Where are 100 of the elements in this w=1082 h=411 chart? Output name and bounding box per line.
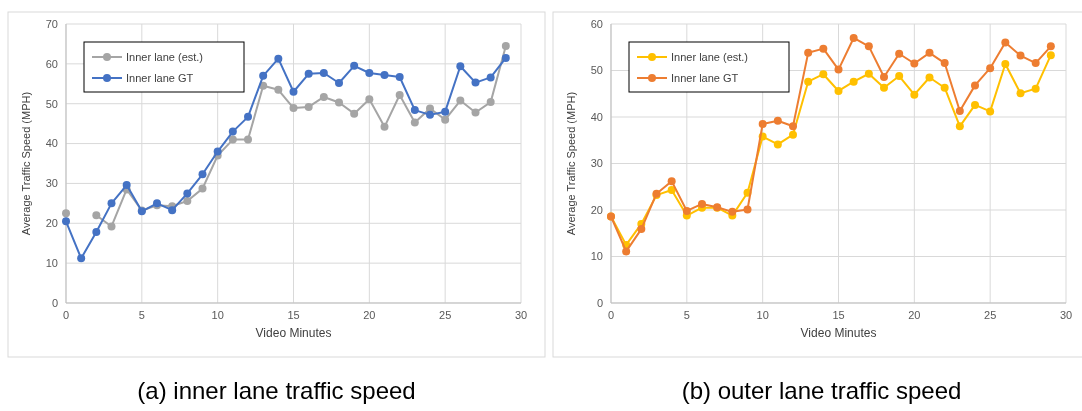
point <box>198 184 207 193</box>
x-tick-label: 5 <box>138 309 145 321</box>
point <box>789 122 797 131</box>
x-tick-label: 0 <box>607 309 615 321</box>
point <box>880 73 888 82</box>
legend-label: Inner lane (est.) <box>671 50 749 63</box>
point <box>1016 51 1025 60</box>
x-axis-title: Video Minutes <box>255 326 332 340</box>
x-tick-label: 25 <box>439 309 452 321</box>
point <box>365 69 374 78</box>
point <box>304 102 313 111</box>
x-tick-label: 30 <box>1059 309 1073 321</box>
x-tick-label: 20 <box>908 309 921 321</box>
y-tick-label: 50 <box>45 97 58 110</box>
point <box>319 92 328 101</box>
y-tick-label: 0 <box>596 296 603 309</box>
y-tick-label: 50 <box>590 64 603 77</box>
point <box>1046 51 1055 60</box>
point <box>410 118 419 127</box>
legend-label: Inner lane GT <box>671 71 739 84</box>
point <box>622 247 631 256</box>
point <box>682 206 691 215</box>
point <box>350 109 359 118</box>
point <box>107 222 116 231</box>
point <box>864 42 873 51</box>
point <box>925 48 934 57</box>
y-tick-label: 40 <box>590 110 603 123</box>
point <box>244 135 252 144</box>
y-tick-label: 10 <box>590 250 603 263</box>
point <box>849 77 858 86</box>
point <box>955 122 964 131</box>
point <box>441 115 450 124</box>
legend-label: Inner lane GT <box>126 71 194 84</box>
point <box>971 100 979 109</box>
point <box>743 205 752 214</box>
point <box>350 61 359 70</box>
point <box>62 209 70 218</box>
point <box>486 98 495 107</box>
point <box>395 73 404 82</box>
point <box>698 199 706 208</box>
point <box>335 98 343 107</box>
point <box>955 106 964 115</box>
x-tick-label: 25 <box>984 309 997 321</box>
point <box>259 71 268 80</box>
y-tick-label: 40 <box>45 137 58 150</box>
point <box>410 106 419 115</box>
point <box>335 78 343 87</box>
point <box>667 186 676 195</box>
y-tick-label: 60 <box>590 17 603 30</box>
point <box>819 70 828 79</box>
point <box>864 69 873 78</box>
legend-label: Inner lane (est.) <box>126 50 204 63</box>
x-tick-label: 15 <box>832 309 845 321</box>
point <box>486 73 495 82</box>
x-tick-label: 0 <box>62 309 70 321</box>
point <box>107 199 116 208</box>
y-tick-label: 30 <box>590 157 603 170</box>
point <box>183 189 192 198</box>
point <box>849 33 858 42</box>
point <box>198 170 207 179</box>
point <box>804 77 813 86</box>
point <box>456 62 465 71</box>
text: (b) outer lane traffic speed <box>681 377 962 404</box>
point <box>773 140 782 149</box>
point <box>441 107 450 116</box>
point <box>92 228 101 237</box>
point <box>471 78 480 87</box>
point <box>365 95 374 104</box>
y-tick-label: 30 <box>45 177 58 190</box>
point <box>880 83 888 92</box>
point <box>758 119 767 128</box>
point <box>637 225 646 234</box>
point <box>122 181 131 190</box>
point <box>940 59 949 68</box>
point <box>789 130 797 139</box>
point <box>501 41 510 50</box>
point <box>168 206 177 215</box>
point <box>773 116 782 125</box>
x-tick-label: 10 <box>756 309 769 321</box>
point <box>380 71 389 80</box>
y-tick-label: 20 <box>590 203 603 216</box>
point <box>986 64 995 73</box>
point <box>77 254 86 263</box>
x-tick-label: 10 <box>211 309 224 321</box>
point <box>910 90 919 99</box>
point <box>1031 84 1040 93</box>
point <box>228 135 237 144</box>
point <box>274 85 283 94</box>
y-tick-label: 60 <box>45 57 58 70</box>
point <box>426 110 434 119</box>
point <box>395 90 404 99</box>
point <box>834 65 843 74</box>
point <box>1001 38 1010 47</box>
point <box>471 108 480 117</box>
point <box>667 177 676 186</box>
y-axis-title: Average Traffic Speed (MPH) <box>20 91 32 236</box>
point <box>895 72 904 81</box>
point <box>728 207 737 216</box>
point <box>274 54 283 63</box>
x-tick-label: 20 <box>363 309 376 321</box>
